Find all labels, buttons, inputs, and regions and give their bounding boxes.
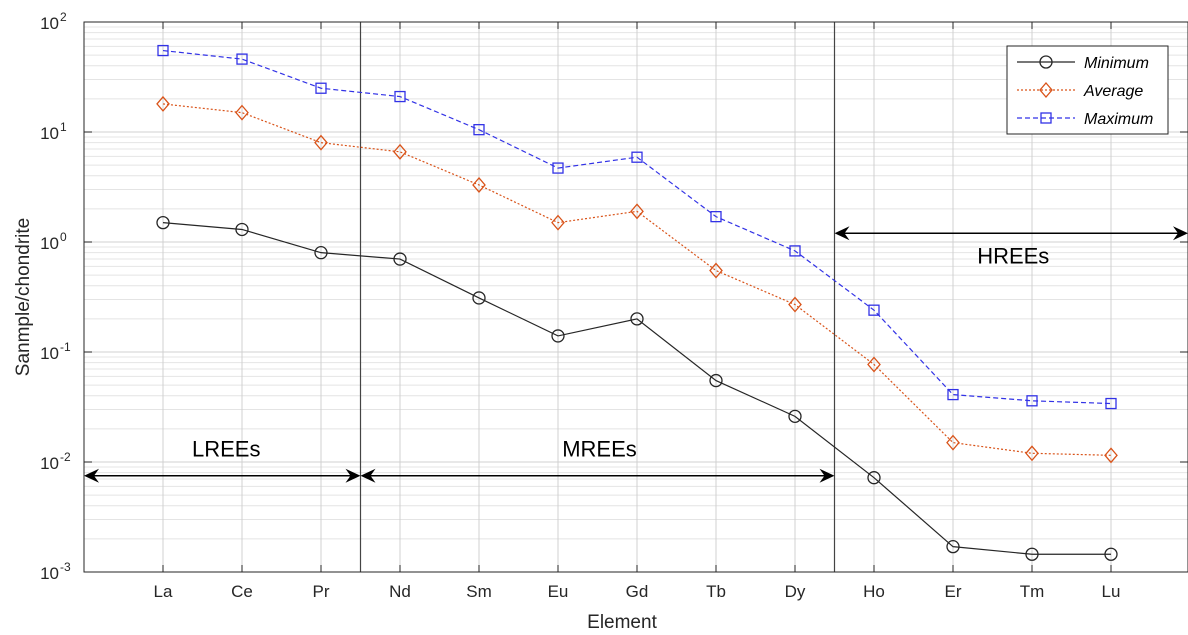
legend-marker-minimum <box>1039 55 1053 69</box>
y-tick-exponent: -1 <box>60 340 71 354</box>
y-tick-exponent: 1 <box>60 120 67 134</box>
data-point-minimum <box>551 329 565 343</box>
x-tick-label: La <box>154 582 173 601</box>
x-tick-label: Sm <box>466 582 492 601</box>
mree-arrow-head-left <box>360 468 376 483</box>
data-point-maximum <box>236 53 248 65</box>
data-point-minimum <box>156 215 170 230</box>
legend: Minimum Average Maximum <box>1006 45 1169 135</box>
x-tick-label: Nd <box>389 582 411 601</box>
data-point-maximum <box>315 82 327 94</box>
data-point-minimum <box>709 373 723 388</box>
data-point-minimum <box>472 291 486 305</box>
legend-label-minimum: Minimum <box>1084 55 1149 72</box>
hree-arrow-head-left <box>834 226 850 241</box>
x-tick-label: Gd <box>626 582 649 601</box>
region-label-mrees: MREEs <box>562 437 637 462</box>
data-point-minimum <box>235 222 249 237</box>
series-line-maximum <box>162 49 1112 405</box>
y-tick-label: 10 <box>40 124 59 143</box>
hree-arrow-head-right <box>1173 226 1188 241</box>
lree-arrow-head-right <box>345 468 361 483</box>
x-tick-label: Lu <box>1102 582 1121 601</box>
x-tick-label: Ce <box>231 582 253 601</box>
mree-arrow-head-right <box>819 468 835 483</box>
data-point-average <box>946 434 960 451</box>
legend-marker-maximum <box>1040 112 1052 124</box>
data-point-minimum <box>630 312 644 326</box>
data-point-minimum <box>1104 547 1118 561</box>
data-point-average <box>551 214 565 231</box>
region-label-hrees: HREEs <box>977 243 1049 268</box>
data-point-average <box>235 104 249 121</box>
y-tick-exponent: 2 <box>60 10 67 24</box>
x-tick-label: Eu <box>548 582 569 601</box>
data-point-average <box>1104 447 1118 464</box>
data-point-minimum <box>314 246 328 260</box>
y-tick-exponent: 0 <box>60 230 67 244</box>
data-point-maximum <box>789 245 801 257</box>
legend-label-maximum: Maximum <box>1084 111 1153 128</box>
data-point-maximum <box>947 388 959 401</box>
data-point-average <box>709 262 723 279</box>
y-tick-label: 10 <box>40 14 59 33</box>
y-tick-label: 10 <box>40 234 59 253</box>
y-axis-title: Sanmple/chondrite <box>13 218 34 376</box>
data-point-maximum <box>1026 395 1038 407</box>
data-point-average <box>867 356 881 373</box>
data-point-average <box>472 176 486 193</box>
data-point-average <box>393 143 407 160</box>
x-tick-label: Tm <box>1020 582 1045 601</box>
series-lines <box>162 49 1112 555</box>
x-tick-label: Pr <box>313 582 330 601</box>
data-point-average <box>788 296 802 313</box>
series-line-average <box>162 103 1112 456</box>
plot-frame <box>83 21 1188 573</box>
region-annotations: LREEs MREEs HREEs <box>84 226 1188 483</box>
data-point-average <box>156 95 170 112</box>
data-point-maximum <box>157 44 169 57</box>
series-markers <box>156 44 1118 561</box>
data-point-maximum <box>710 211 722 223</box>
legend-marker-average <box>1039 82 1053 98</box>
data-point-average <box>314 134 328 151</box>
plot-background <box>84 22 1188 572</box>
y-tick-exponent: -3 <box>60 560 71 574</box>
data-point-maximum <box>631 151 643 163</box>
data-point-minimum <box>788 409 802 424</box>
legend-label-average: Average <box>1083 83 1143 100</box>
region-dividers <box>359 22 836 572</box>
lree-arrow-head-left <box>84 468 99 483</box>
region-label-lrees: LREEs <box>192 437 260 462</box>
data-point-average <box>1025 445 1039 462</box>
x-tick-label: Dy <box>785 582 806 601</box>
grid-minor <box>84 26 1188 540</box>
data-point-average <box>630 203 644 220</box>
x-tick-label: Er <box>945 582 962 601</box>
data-point-maximum <box>473 124 485 136</box>
data-point-minimum <box>946 540 960 554</box>
data-point-minimum <box>393 252 407 266</box>
data-point-maximum <box>1105 397 1117 410</box>
data-point-minimum <box>1025 547 1039 561</box>
y-tick-label: 10 <box>40 564 59 583</box>
axis-ticks <box>84 21 1188 573</box>
series-line-minimum <box>162 222 1111 555</box>
y-tick-exponent: -2 <box>60 450 71 464</box>
data-point-maximum <box>394 90 406 103</box>
y-tick-label: 10 <box>40 454 59 473</box>
data-point-maximum <box>552 162 564 174</box>
y-tick-label: 10 <box>40 344 59 363</box>
data-point-maximum <box>868 304 880 316</box>
x-axis-title: Element <box>587 612 657 633</box>
data-point-minimum <box>867 471 881 485</box>
x-tick-labels: La Ce Pr Nd Sm Eu Gd Tb Dy Ho Er Tm Lu <box>154 582 1121 601</box>
x-tick-label: Ho <box>863 582 885 601</box>
x-tick-label: Tb <box>706 582 726 601</box>
